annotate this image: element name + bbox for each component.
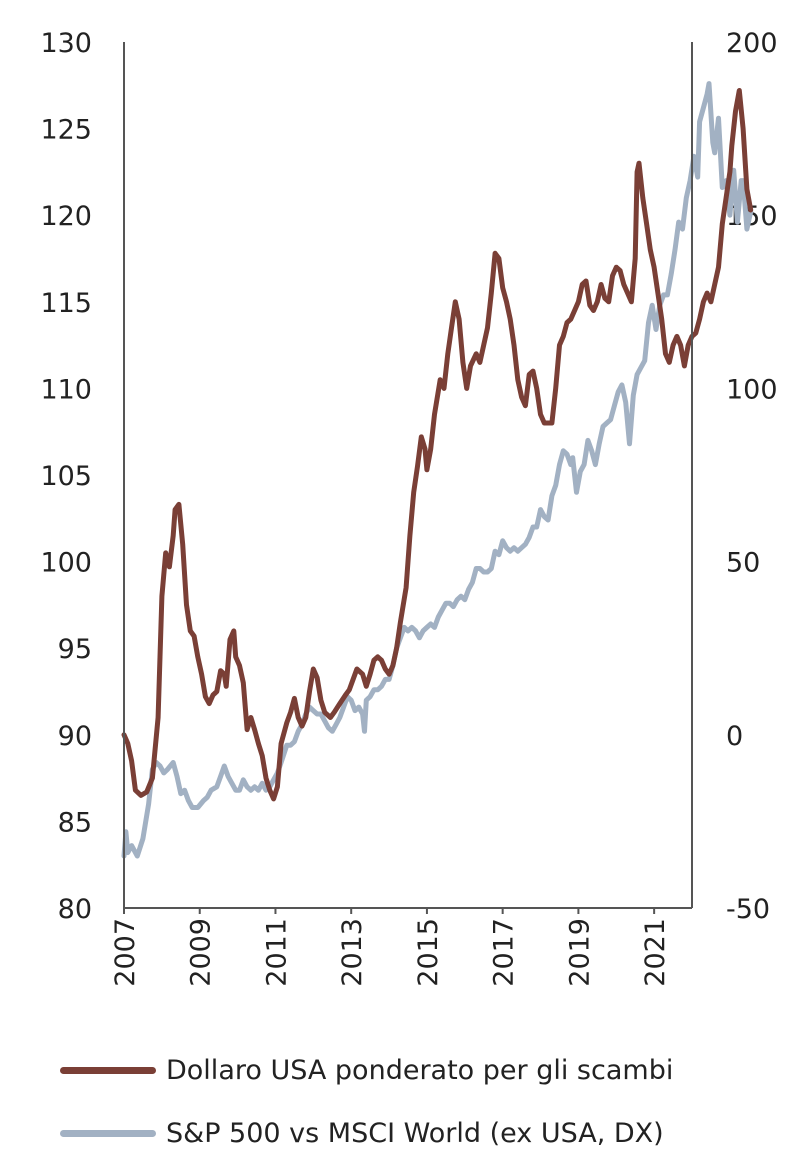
x-tick-label-2019: 2019 <box>564 918 595 987</box>
x-tick-label-2009: 2009 <box>186 918 217 987</box>
left-tick-label-110: 110 <box>40 374 92 405</box>
left-tick-label-130: 130 <box>40 28 92 59</box>
left-tick-label-120: 120 <box>40 201 92 232</box>
series-lines <box>121 81 754 859</box>
left-tick-label-115: 115 <box>40 288 92 319</box>
x-axis-tick-marks <box>123 908 656 914</box>
x-tick-label-2017: 2017 <box>489 918 520 987</box>
right-tick-label--50: -50 <box>726 894 770 925</box>
x-tick-label-2013: 2013 <box>337 918 368 987</box>
left-tick-label-125: 125 <box>40 115 92 146</box>
legend-swatch-sp500 <box>60 1130 156 1137</box>
left-tick-label-105: 105 <box>40 461 92 492</box>
x-tick-label-2007: 2007 <box>110 918 141 987</box>
right-tick-label-200: 200 <box>726 28 778 59</box>
x-tick-label-2015: 2015 <box>413 918 444 987</box>
right-tick-label-50: 50 <box>726 548 760 579</box>
series-line-sp500 <box>121 81 754 859</box>
legend-label-sp500: S&P 500 vs MSCI World (ex USA, DX) <box>166 1118 664 1149</box>
legend-item-sp500: S&P 500 vs MSCI World (ex USA, DX) <box>60 1118 664 1149</box>
left-axis-tick-labels: 80 85 90 95 100 105 110 115 120 125 130 <box>40 28 92 925</box>
left-tick-label-100: 100 <box>40 548 92 579</box>
series-line-dollaro <box>121 88 754 802</box>
legend-item-dollaro: Dollaro USA ponderato per gli scambi <box>60 1055 673 1086</box>
right-tick-label-0: 0 <box>726 721 743 752</box>
legend-label-dollaro: Dollaro USA ponderato per gli scambi <box>166 1055 674 1086</box>
left-tick-label-95: 95 <box>58 634 92 665</box>
left-tick-label-85: 85 <box>58 807 92 838</box>
legend-swatch-dollaro <box>60 1067 156 1074</box>
left-tick-label-80: 80 <box>58 894 92 925</box>
x-tick-label-2011: 2011 <box>261 918 292 987</box>
x-axis-tick-labels: 2007 2009 2011 2013 2015 2017 2019 2021 <box>110 918 671 987</box>
right-tick-label-100: 100 <box>726 374 778 405</box>
left-tick-label-90: 90 <box>58 721 92 752</box>
x-tick-label-2021: 2021 <box>640 918 671 987</box>
